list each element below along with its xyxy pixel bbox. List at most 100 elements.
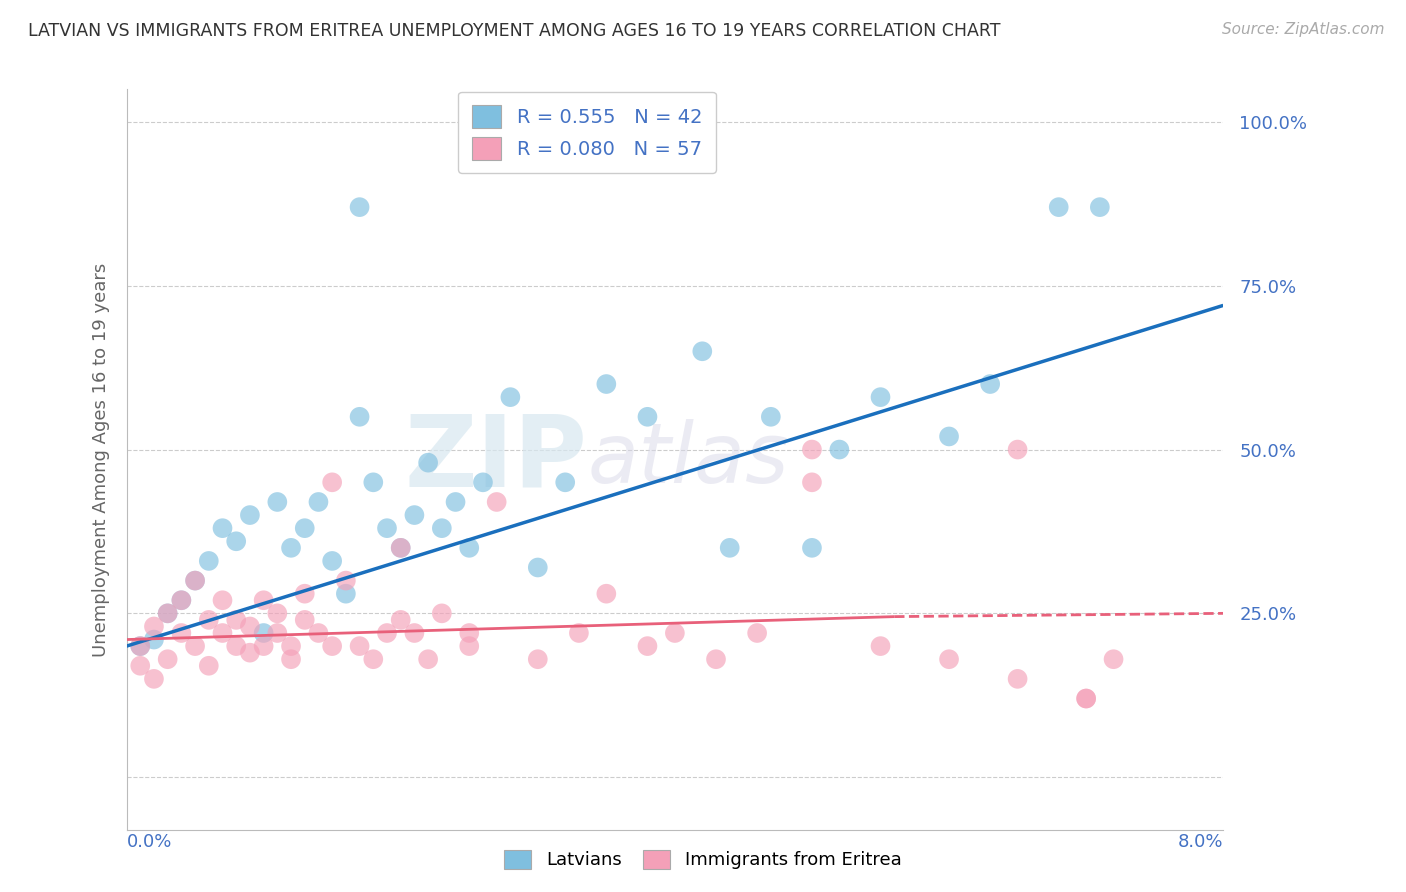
Point [416, 652, 439, 666]
Point [718, 541, 741, 555]
Point [321, 475, 343, 490]
Point [266, 495, 288, 509]
Point [184, 639, 207, 653]
Point [184, 574, 207, 588]
Point [335, 587, 357, 601]
Point [636, 409, 658, 424]
Point [294, 613, 316, 627]
Point [472, 475, 495, 490]
Point [253, 593, 276, 607]
Point [129, 639, 152, 653]
Point [211, 593, 233, 607]
Point [294, 587, 316, 601]
Point [526, 560, 548, 574]
Point [1088, 200, 1111, 214]
Point [349, 409, 371, 424]
Point [143, 632, 166, 647]
Point [253, 639, 276, 653]
Point [404, 508, 426, 522]
Point [554, 475, 576, 490]
Point [759, 409, 782, 424]
Point [938, 652, 960, 666]
Point [197, 613, 219, 627]
Point [664, 626, 686, 640]
Point [389, 541, 412, 555]
Text: 0.0%: 0.0% [127, 833, 172, 851]
Point [404, 626, 426, 640]
Point [170, 593, 193, 607]
Point [499, 390, 522, 404]
Point [595, 587, 617, 601]
Text: atlas: atlas [588, 419, 789, 500]
Text: ZIP: ZIP [405, 411, 588, 508]
Point [307, 495, 329, 509]
Point [239, 508, 262, 522]
Point [801, 541, 824, 555]
Point [266, 607, 288, 621]
Point [253, 626, 276, 640]
Point [335, 574, 357, 588]
Point [280, 652, 302, 666]
Point [389, 541, 412, 555]
Point [745, 626, 768, 640]
Point [692, 344, 714, 359]
Point [156, 607, 179, 621]
Point [444, 495, 467, 509]
Text: Source: ZipAtlas.com: Source: ZipAtlas.com [1222, 22, 1385, 37]
Point [197, 658, 219, 673]
Point [280, 639, 302, 653]
Point [170, 626, 193, 640]
Y-axis label: Unemployment Among Ages 16 to 19 years: Unemployment Among Ages 16 to 19 years [91, 262, 110, 657]
Point [389, 613, 412, 627]
Point [321, 554, 343, 568]
Point [225, 613, 247, 627]
Point [568, 626, 591, 640]
Point [225, 534, 247, 549]
Point [458, 626, 481, 640]
Text: 8.0%: 8.0% [1178, 833, 1223, 851]
Point [1076, 691, 1098, 706]
Point [170, 593, 193, 607]
Point [129, 658, 152, 673]
Point [430, 607, 453, 621]
Point [458, 541, 481, 555]
Point [869, 390, 891, 404]
Point [704, 652, 727, 666]
Text: LATVIAN VS IMMIGRANTS FROM ERITREA UNEMPLOYMENT AMONG AGES 16 TO 19 YEARS CORREL: LATVIAN VS IMMIGRANTS FROM ERITREA UNEMP… [28, 22, 1001, 40]
Point [485, 495, 508, 509]
Point [349, 639, 371, 653]
Point [375, 521, 398, 535]
Point [1007, 672, 1029, 686]
Point [156, 607, 179, 621]
Point [239, 646, 262, 660]
Point [979, 377, 1001, 392]
Point [184, 574, 207, 588]
Point [280, 541, 302, 555]
Point [1047, 200, 1070, 214]
Point [375, 626, 398, 640]
Point [801, 442, 824, 457]
Legend: R = 0.555   N = 42, R = 0.080   N = 57: R = 0.555 N = 42, R = 0.080 N = 57 [458, 92, 716, 173]
Point [211, 626, 233, 640]
Point [211, 521, 233, 535]
Point [938, 429, 960, 443]
Point [197, 554, 219, 568]
Point [266, 626, 288, 640]
Point [458, 639, 481, 653]
Point [363, 475, 385, 490]
Point [636, 639, 658, 653]
Point [321, 639, 343, 653]
Point [416, 456, 439, 470]
Point [349, 200, 371, 214]
Point [1076, 691, 1098, 706]
Point [239, 619, 262, 633]
Legend: Latvians, Immigrants from Eritrea: Latvians, Immigrants from Eritrea [495, 841, 911, 879]
Point [363, 652, 385, 666]
Point [143, 619, 166, 633]
Point [869, 639, 891, 653]
Point [225, 639, 247, 653]
Point [1007, 442, 1029, 457]
Point [430, 521, 453, 535]
Point [129, 639, 152, 653]
Point [595, 377, 617, 392]
